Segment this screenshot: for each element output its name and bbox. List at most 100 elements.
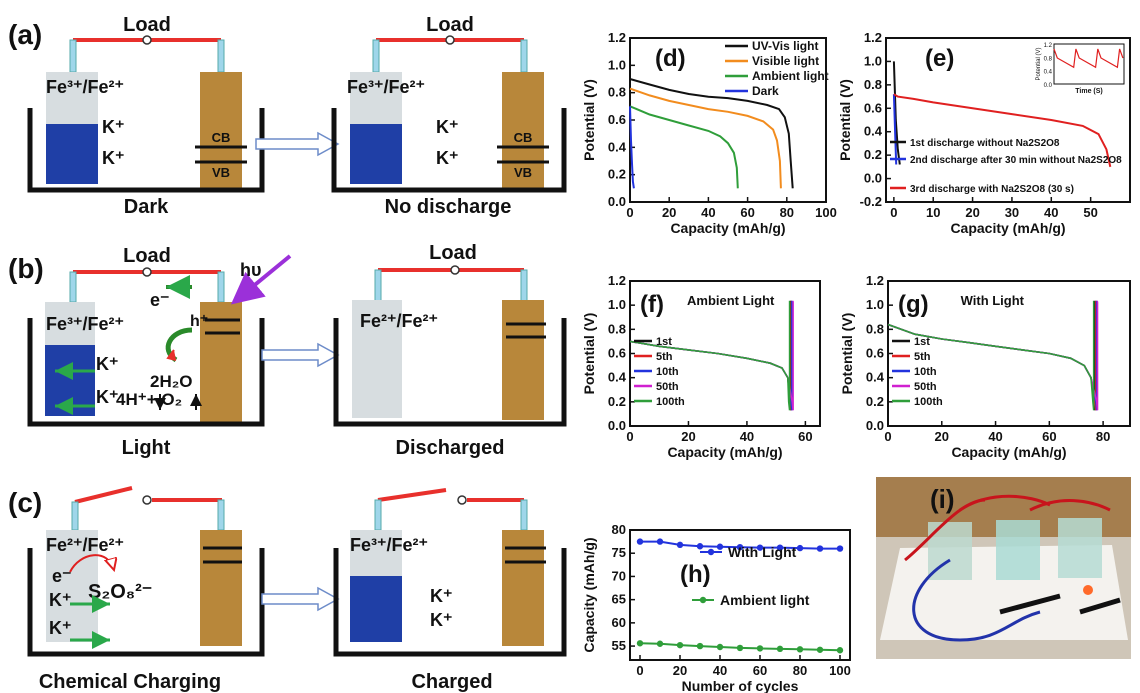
counter-electrode [46, 530, 98, 642]
caption-discharged: Discharged [396, 437, 505, 459]
x-tick-label: 80 [793, 663, 807, 678]
x-tick-label: 100 [829, 663, 851, 678]
series-line-100th [629, 300, 791, 411]
x-tick-label: 40 [713, 663, 727, 678]
y-tick-label: 75 [612, 545, 626, 560]
y-tick-label: 80 [612, 522, 626, 537]
electron-label: e⁻ [52, 566, 72, 586]
load-node [142, 267, 152, 277]
y-axis-label: Capacity (mAh/g) [581, 537, 597, 652]
load-node [142, 35, 152, 45]
ion-label: K⁺ [430, 610, 453, 630]
legend-entry: Visible light [752, 54, 819, 68]
legend-entry: UV-Vis light [752, 39, 818, 53]
legend-entry: 5th [656, 351, 673, 363]
open-switch-arm [377, 488, 447, 502]
data-point [796, 646, 804, 653]
plot-frame [629, 529, 851, 661]
panel-label-b: (b) [8, 253, 44, 284]
y-axis-label: Potential (V) [837, 79, 853, 161]
chart-f: 0.0 0.2 0.4 0.6 0.8 1.0 1.2 0 20 40 60 Capacity (mA… [581, 273, 821, 460]
x-tick-label: 60 [753, 663, 767, 678]
y-tick-label: 1.0 [608, 297, 626, 312]
lead-left [69, 39, 77, 73]
inset-y-axis-label: Potential (V) [1036, 47, 1042, 80]
x-tick-label: 0 [884, 429, 891, 444]
y-tick-label: 0.0 [608, 194, 626, 209]
lead-left [374, 269, 382, 303]
cb-label: CB [514, 130, 533, 145]
load-label: Load [429, 242, 477, 264]
chart-h: 55 60 65 70 75 80 0 20 40 60 80 100 Number of cycles… [581, 522, 851, 693]
cell-a-right: Load CB VB Fe³⁺/Fe²⁺ K⁺ K⁺ No discharge [331, 14, 567, 218]
data-point [836, 647, 844, 654]
inset-x-axis-label: Time (S) [1075, 88, 1103, 95]
photo-wire [1029, 499, 1111, 512]
cell-a-left: Load CB VB Fe³⁺/Fe²⁺ K⁺ K⁺ Dark [27, 14, 265, 218]
x-tick-label: 40 [1044, 205, 1058, 220]
chart-title: With Light [961, 293, 1025, 308]
series-line [892, 61, 901, 165]
electron-transfer-arrow [69, 554, 114, 573]
electrolyte-label: Fe³⁺/Fe²⁺ [46, 314, 124, 334]
x-tick-label: 20 [662, 205, 676, 220]
data-point [696, 543, 704, 550]
caption-no-discharge: No discharge [385, 196, 512, 218]
data-point [696, 642, 704, 650]
y-tick-label: 1.2 [866, 273, 884, 288]
switch-node [142, 495, 152, 505]
legend-marker [699, 596, 707, 604]
data-point [676, 641, 684, 649]
y-tick-label: 1.0 [608, 57, 626, 72]
plot-frame [885, 37, 1131, 203]
oxidant-label: S₂O₈²⁻ [88, 581, 152, 603]
panel-label-c: (c) [8, 487, 42, 518]
electrolyte-label: Fe³⁺/Fe²⁺ [347, 77, 425, 97]
vb-label: VB [212, 165, 230, 180]
data-point [656, 640, 664, 647]
y-axis-label: Potential (V) [581, 313, 597, 395]
legend-entry: Ambient light [752, 69, 829, 83]
electrolyte-label: Fe²⁺/Fe²⁺ [360, 311, 438, 331]
y-tick-label: 0.8 [866, 321, 884, 336]
ion-label: K⁺ [102, 148, 125, 168]
caption-charged: Charged [411, 671, 492, 693]
panel-label-d: (d) [655, 45, 686, 72]
cb-label: CB [212, 130, 231, 145]
chart-g: 0.0 0.2 0.4 0.6 0.8 1.0 1.2 0 20 40 60 80 Capacity (… [839, 273, 1131, 460]
load-label: Load [123, 14, 171, 36]
cell-c-right: Fe³⁺/Fe²⁺ K⁺ K⁺ Charged [333, 488, 567, 693]
series-line [893, 93, 1112, 168]
y-tick-label: 0.4 [864, 124, 883, 139]
data-point [776, 544, 784, 551]
x-tick-label: 50 [1083, 205, 1097, 220]
electrolyte-blue [46, 124, 98, 184]
photon-label: hυ [240, 260, 261, 280]
y-tick-label: 1.0 [866, 297, 884, 312]
legend-entry: 1st [656, 336, 672, 348]
x-tick-label: 100 [815, 205, 837, 220]
data-point [676, 541, 684, 549]
x-tick-label: 60 [740, 205, 754, 220]
x-tick-label: 80 [780, 205, 794, 220]
charts-layer: 0.00.20.40.60.81.01.20 20 40 60 80 100Capacit… [581, 30, 1131, 693]
legend-entry: 1st [914, 336, 930, 348]
legend-entry: 2nd discharge after 30 min without Na2S2… [910, 155, 1122, 166]
transition-arrow [261, 586, 340, 612]
legend-entry: 100th [656, 396, 685, 408]
x-tick-label: 20 [965, 205, 979, 220]
y-tick-label: 0.6 [864, 100, 882, 115]
y-tick-label: 0.6 [866, 346, 884, 361]
x-axis-label: Capacity (mAh/g) [667, 444, 782, 460]
legend-entry: 1st discharge without Na2S2O8 [910, 138, 1060, 149]
x-tick-label: 80 [1096, 429, 1110, 444]
products-label: 4H⁺+ O₂ [116, 390, 182, 409]
x-axis-label: Capacity (mAh/g) [951, 444, 1066, 460]
electron-label: e⁻ [150, 290, 170, 310]
series-line [629, 106, 635, 189]
x-tick-label: 0 [636, 663, 643, 678]
photo-wire [912, 558, 1041, 642]
legend-entry: 5th [914, 351, 931, 363]
y-tick-label: 0.8 [608, 321, 626, 336]
lead-right [217, 499, 225, 531]
